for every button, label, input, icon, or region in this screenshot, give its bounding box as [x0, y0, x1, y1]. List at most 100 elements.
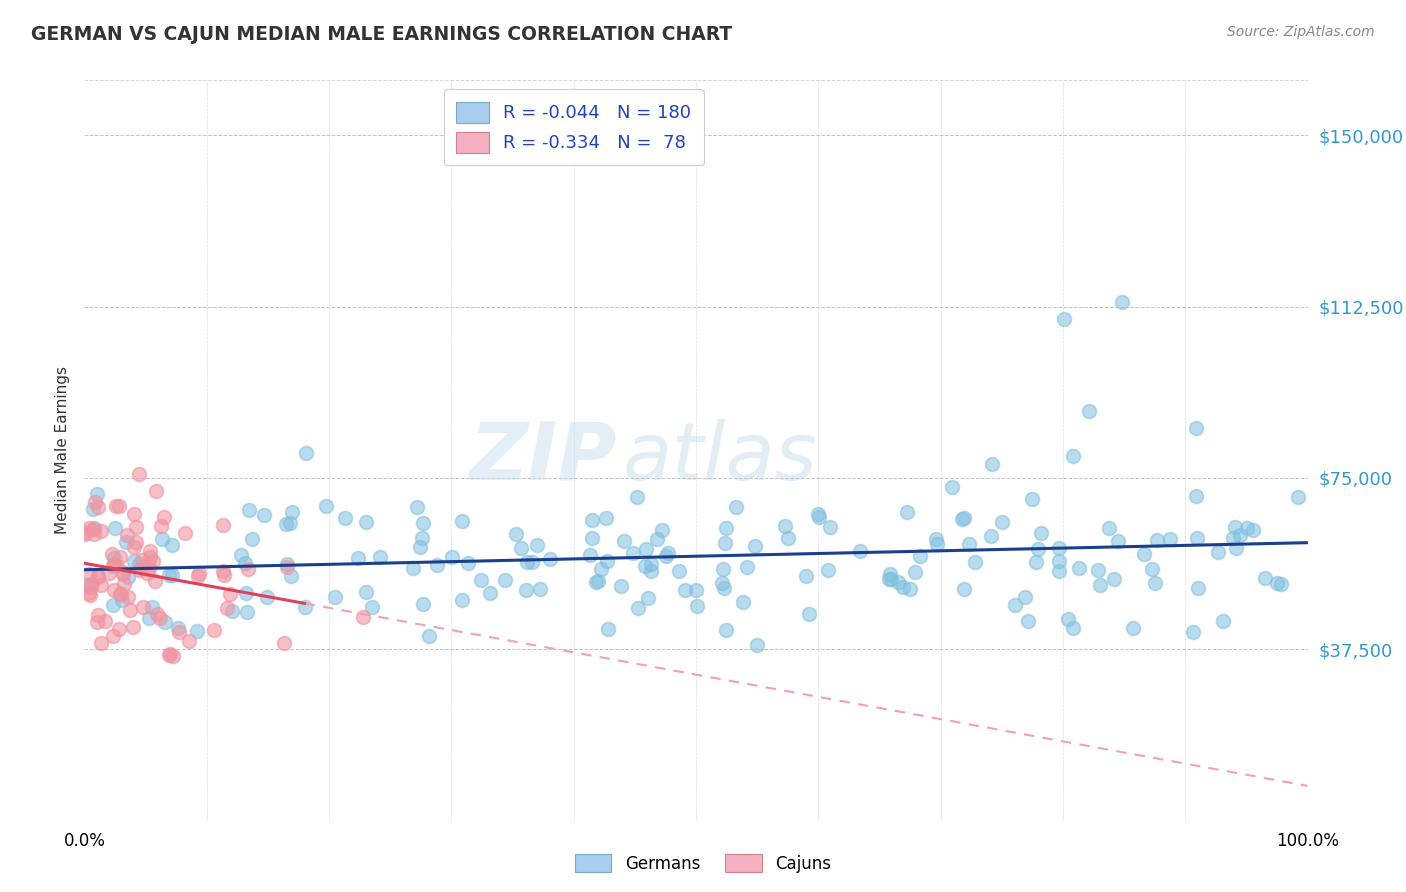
- Point: [75, 578, 97, 592]
- Point: [138, 610, 160, 624]
- Point: [589, 562, 612, 576]
- Point: [634, 559, 657, 574]
- Point: [1236, 521, 1258, 535]
- Point: [877, 572, 900, 586]
- Point: [167, 624, 190, 639]
- Point: [82, 522, 104, 536]
- Point: [240, 533, 263, 547]
- Point: [132, 599, 155, 614]
- Point: [211, 565, 233, 579]
- Point: [354, 515, 377, 529]
- Point: [1067, 561, 1090, 575]
- Point: [711, 562, 734, 576]
- Point: [627, 601, 650, 615]
- Point: [162, 568, 184, 582]
- Point: [101, 598, 124, 612]
- Point: [1047, 541, 1070, 556]
- Point: [1021, 491, 1043, 506]
- Point: [538, 551, 561, 566]
- Point: [1062, 449, 1084, 463]
- Point: [120, 602, 142, 616]
- Point: [776, 531, 799, 545]
- Point: [941, 480, 963, 494]
- Point: [105, 499, 128, 513]
- Point: [128, 467, 150, 481]
- Point: [131, 552, 153, 566]
- Point: [1111, 294, 1133, 309]
- Point: [1185, 421, 1208, 435]
- Point: [352, 610, 374, 624]
- Point: [1185, 532, 1208, 546]
- Point: [1107, 534, 1129, 549]
- Point: [122, 508, 145, 522]
- Point: [745, 638, 768, 652]
- Point: [173, 525, 195, 540]
- Point: [108, 623, 131, 637]
- Point: [107, 500, 129, 514]
- Point: [347, 551, 370, 566]
- Point: [295, 445, 318, 459]
- Point: [673, 582, 696, 597]
- Text: GERMAN VS CAJUN MEDIAN MALE EARNINGS CORRELATION CHART: GERMAN VS CAJUN MEDIAN MALE EARNINGS COR…: [31, 25, 733, 44]
- Point: [1014, 590, 1036, 604]
- Point: [256, 591, 278, 605]
- Point: [807, 508, 830, 522]
- Point: [451, 593, 474, 607]
- Point: [101, 558, 124, 573]
- Point: [1102, 573, 1125, 587]
- Point: [335, 510, 357, 524]
- Point: [849, 544, 872, 558]
- Point: [637, 591, 659, 605]
- Point: [609, 578, 631, 592]
- Point: [75, 527, 97, 541]
- Point: [405, 500, 427, 515]
- Point: [219, 587, 242, 601]
- Point: [159, 647, 181, 661]
- Point: [1090, 578, 1112, 592]
- Point: [925, 537, 948, 551]
- Point: [215, 601, 238, 615]
- Point: [596, 553, 619, 567]
- Point: [470, 573, 492, 587]
- Point: [1265, 576, 1288, 591]
- Point: [160, 538, 183, 552]
- Point: [187, 569, 209, 583]
- Point: [411, 531, 433, 545]
- Point: [117, 527, 139, 541]
- Point: [112, 566, 135, 581]
- Point: [108, 549, 131, 564]
- Point: [103, 583, 125, 598]
- Point: [117, 570, 139, 584]
- Point: [724, 500, 747, 514]
- Point: [354, 584, 377, 599]
- Text: atlas: atlas: [623, 419, 817, 497]
- Point: [114, 535, 136, 549]
- Point: [950, 512, 973, 526]
- Point: [807, 510, 830, 524]
- Text: ZIP: ZIP: [470, 419, 616, 497]
- Point: [136, 557, 159, 571]
- Point: [409, 540, 432, 554]
- Point: [581, 513, 603, 527]
- Point: [731, 594, 754, 608]
- Point: [278, 516, 301, 530]
- Point: [87, 607, 110, 622]
- Point: [710, 575, 733, 590]
- Point: [253, 508, 276, 522]
- Point: [80, 580, 103, 594]
- Point: [139, 550, 162, 565]
- Y-axis label: Median Male Earnings: Median Male Earnings: [55, 367, 70, 534]
- Point: [529, 582, 551, 596]
- Point: [150, 532, 173, 546]
- Point: [640, 565, 662, 579]
- Point: [110, 587, 132, 601]
- Point: [1225, 541, 1247, 556]
- Point: [595, 511, 617, 525]
- Point: [143, 574, 166, 589]
- Point: [686, 599, 709, 613]
- Point: [179, 634, 201, 648]
- Point: [90, 524, 112, 538]
- Point: [128, 563, 150, 577]
- Point: [494, 573, 516, 587]
- Point: [124, 540, 146, 554]
